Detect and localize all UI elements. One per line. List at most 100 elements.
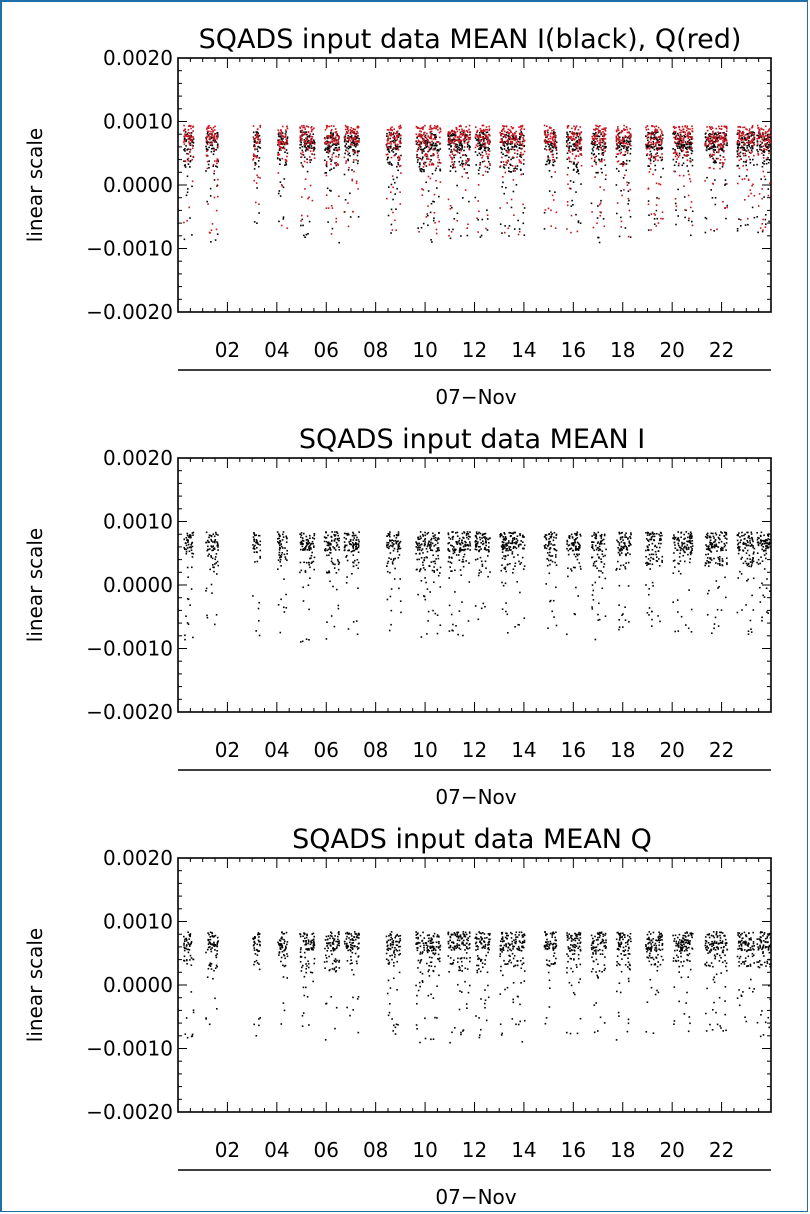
data-point (400, 172, 402, 174)
data-point (280, 138, 283, 140)
data-point (279, 163, 281, 165)
data-point (213, 129, 216, 131)
data-point (762, 150, 764, 152)
data-point (656, 217, 659, 220)
data-point (623, 139, 625, 141)
data-point (580, 139, 582, 142)
data-point (748, 130, 751, 132)
data-point (453, 134, 455, 137)
data-point (325, 207, 328, 209)
data-point (312, 139, 315, 141)
data-point (648, 144, 650, 147)
data-point (723, 139, 726, 141)
data-point (345, 126, 348, 128)
data-point (464, 133, 466, 135)
data-point (571, 153, 574, 155)
data-point (616, 129, 618, 132)
data-point (281, 157, 284, 160)
data-point (600, 133, 603, 135)
data-point (647, 187, 650, 190)
data-point (505, 134, 507, 136)
data-point (481, 565, 484, 567)
data-point (488, 128, 491, 130)
data-point (354, 132, 356, 135)
data-point (711, 136, 714, 139)
data-point (684, 154, 686, 157)
data-point (650, 155, 653, 157)
data-point (479, 147, 481, 149)
data-point (310, 141, 312, 143)
data-point (285, 593, 287, 596)
data-point (254, 561, 256, 563)
data-point (307, 146, 310, 148)
data-point (393, 128, 395, 130)
data-point (388, 146, 390, 149)
data-point (757, 154, 760, 156)
data-point (184, 139, 186, 141)
data-point (551, 138, 554, 141)
data-point (759, 140, 762, 143)
data-point (300, 143, 302, 146)
data-point (753, 195, 756, 197)
data-point (744, 137, 746, 139)
data-point (191, 144, 193, 147)
data-point (672, 158, 675, 161)
data-point (546, 136, 548, 138)
data-point (186, 534, 189, 537)
data-point (474, 541, 477, 543)
data-point (503, 167, 506, 169)
data-point (334, 128, 337, 130)
data-point (426, 132, 428, 135)
data-point (254, 140, 256, 142)
data-point (648, 165, 650, 167)
data-point (569, 180, 572, 182)
data-point (213, 570, 215, 573)
data-point (653, 126, 656, 128)
data-point (459, 139, 461, 142)
data-point (600, 137, 603, 140)
data-point (598, 203, 601, 206)
data-point (299, 129, 302, 132)
data-point (252, 158, 255, 160)
data-point (574, 142, 577, 144)
data-point (430, 561, 433, 563)
data-point (646, 148, 648, 150)
data-point (747, 149, 749, 152)
data-point (481, 534, 484, 537)
data-point (355, 543, 358, 545)
data-point (217, 178, 219, 181)
data-point (313, 147, 316, 150)
data-point (549, 137, 551, 140)
data-point (458, 141, 460, 144)
data-point (756, 134, 758, 137)
data-point (483, 140, 485, 142)
data-point (393, 147, 396, 150)
data-point (705, 132, 707, 135)
data-point (397, 169, 399, 172)
data-point (216, 159, 219, 162)
data-point (309, 184, 312, 187)
data-point (485, 541, 487, 544)
data-point (311, 199, 314, 202)
data-point (500, 134, 502, 136)
data-point (356, 130, 358, 133)
data-point (336, 532, 339, 534)
data-point (301, 129, 303, 132)
data-point (207, 541, 210, 543)
data-point (299, 541, 302, 544)
data-point (346, 554, 348, 557)
data-point (565, 141, 568, 143)
data-point (592, 139, 595, 142)
data-point (353, 537, 355, 539)
data-point (344, 137, 346, 139)
data-point (422, 133, 425, 136)
data-point (725, 144, 728, 146)
data-point (737, 129, 739, 132)
data-point (519, 160, 522, 163)
data-point (311, 147, 313, 150)
data-point (551, 146, 554, 148)
data-point (215, 148, 218, 151)
data-point (356, 536, 358, 539)
data-point (615, 167, 618, 170)
data-point (455, 143, 457, 145)
